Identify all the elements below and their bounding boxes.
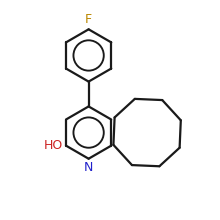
Text: F: F [85, 13, 92, 26]
Text: N: N [84, 161, 93, 174]
Text: HO: HO [44, 139, 63, 152]
